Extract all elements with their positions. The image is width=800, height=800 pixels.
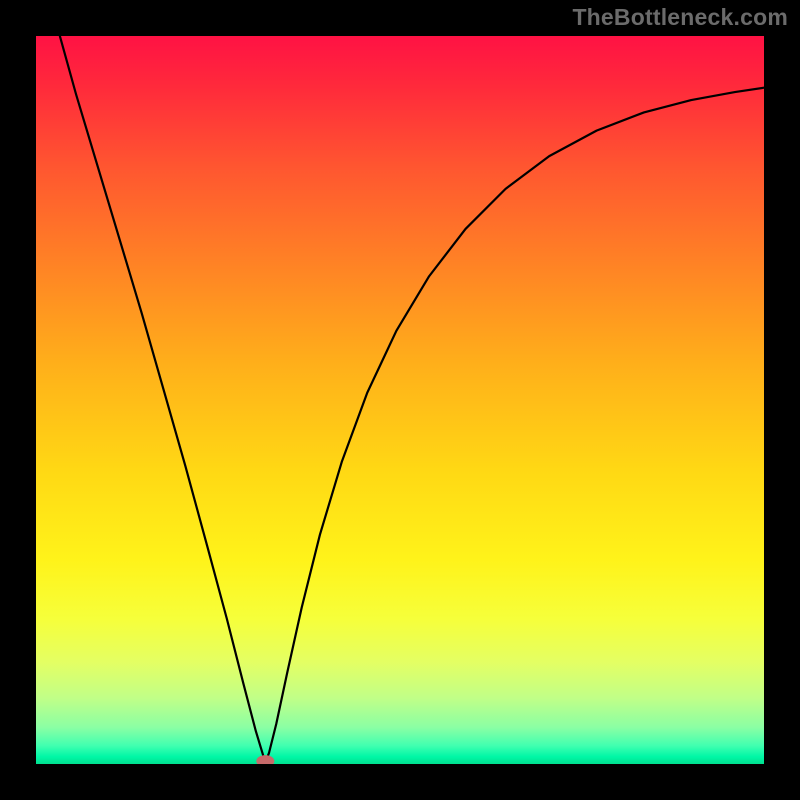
optimum-marker xyxy=(36,36,764,764)
plot-area xyxy=(36,36,764,764)
watermark-text: TheBottleneck.com xyxy=(572,4,788,31)
chart-root: TheBottleneck.com xyxy=(0,0,800,800)
